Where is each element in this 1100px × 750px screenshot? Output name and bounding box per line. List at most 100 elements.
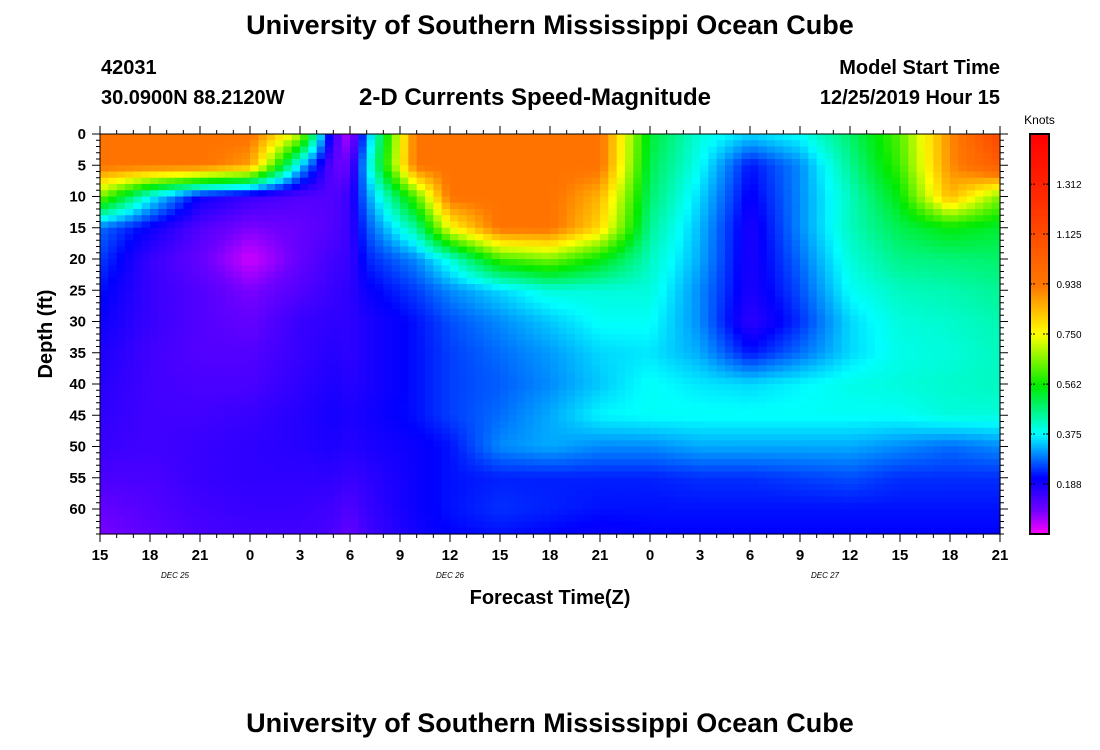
heatmap-cell [708, 234, 717, 241]
heatmap-cell [150, 328, 159, 335]
heatmap-cell [225, 334, 234, 341]
heatmap-cell [792, 172, 801, 179]
heatmap-cell [892, 240, 901, 247]
heatmap-cell [167, 134, 176, 141]
heatmap-cell [625, 297, 634, 304]
heatmap-cell [142, 397, 151, 404]
heatmap-cell [950, 415, 959, 422]
heatmap-cell [250, 272, 259, 279]
heatmap-cell [833, 365, 842, 372]
heatmap-cell [117, 409, 126, 416]
heatmap-cell [708, 134, 717, 141]
heatmap-cell [583, 134, 592, 141]
heatmap-cell [558, 222, 567, 229]
heatmap-cell [267, 384, 276, 391]
heatmap-cell [733, 340, 742, 347]
heatmap-cell [575, 147, 584, 154]
heatmap-cell [367, 272, 376, 279]
heatmap-cell [717, 278, 726, 285]
heatmap-cell [433, 165, 442, 172]
heatmap-cell [442, 372, 451, 379]
heatmap-cell [942, 397, 951, 404]
heatmap-cell [450, 284, 459, 291]
heatmap-cell [175, 322, 184, 329]
heatmap-cell [833, 272, 842, 279]
heatmap-cell [617, 203, 626, 210]
heatmap-cell [517, 409, 526, 416]
heatmap-cell [408, 297, 417, 304]
heatmap-cell [342, 378, 351, 385]
heatmap-cell [100, 340, 109, 347]
heatmap-cell [767, 353, 776, 360]
heatmap-cell [575, 278, 584, 285]
heatmap-cell [708, 197, 717, 204]
heatmap-cell [558, 278, 567, 285]
heatmap-cell [458, 372, 467, 379]
heatmap-cell [492, 415, 501, 422]
heatmap-cell [750, 378, 759, 385]
heatmap-cell [825, 372, 834, 379]
heatmap-cell [233, 297, 242, 304]
heatmap-cell [533, 322, 542, 329]
heatmap-cell [550, 259, 559, 266]
heatmap-cell [208, 409, 217, 416]
heatmap-cell [233, 215, 242, 222]
heatmap-cell [100, 322, 109, 329]
heatmap-cell [358, 272, 367, 279]
heatmap-cell [300, 172, 309, 179]
heatmap-cell [650, 140, 659, 147]
heatmap-cell [467, 409, 476, 416]
heatmap-cell [233, 240, 242, 247]
heatmap-cell [700, 409, 709, 416]
heatmap-cell [325, 397, 334, 404]
heatmap-cell [392, 290, 401, 297]
heatmap-cell [892, 259, 901, 266]
heatmap-cell [417, 378, 426, 385]
heatmap-cell [942, 209, 951, 216]
heatmap-cell [325, 147, 334, 154]
heatmap-cell [592, 378, 601, 385]
heatmap-cell [292, 215, 301, 222]
heatmap-cell [808, 172, 817, 179]
heatmap-cell [825, 297, 834, 304]
heatmap-cell [733, 309, 742, 316]
heatmap-cell [192, 222, 201, 229]
heatmap-cell [917, 303, 926, 310]
heatmap-cell [742, 397, 751, 404]
heatmap-cell [742, 415, 751, 422]
heatmap-cell [775, 309, 784, 316]
heatmap-cell [208, 265, 217, 272]
heatmap-cell [467, 334, 476, 341]
heatmap-cell [842, 234, 851, 241]
heatmap-cell [450, 340, 459, 347]
heatmap-cell [700, 197, 709, 204]
heatmap-cell [725, 209, 734, 216]
heatmap-cell [475, 415, 484, 422]
heatmap-cell [967, 147, 976, 154]
heatmap-cell [783, 134, 792, 141]
heatmap-cell [217, 165, 226, 172]
heatmap-cell [842, 328, 851, 335]
heatmap-cell [642, 190, 651, 197]
heatmap-cell [275, 353, 284, 360]
heatmap-cell [992, 328, 1001, 335]
heatmap-cell [925, 284, 934, 291]
heatmap-cell [283, 147, 292, 154]
heatmap-cell [758, 315, 767, 322]
heatmap-cell [825, 365, 834, 372]
heatmap-cell [383, 347, 392, 354]
heatmap-cell [467, 165, 476, 172]
heatmap-cell [683, 359, 692, 366]
heatmap-cell [983, 259, 992, 266]
heatmap-cell [758, 303, 767, 310]
heatmap-cell [383, 265, 392, 272]
heatmap-cell [692, 415, 701, 422]
heatmap-cell [883, 153, 892, 160]
heatmap-cell [967, 178, 976, 185]
heatmap-cell [658, 215, 667, 222]
heatmap-cell [542, 315, 551, 322]
heatmap-cell [100, 222, 109, 229]
heatmap-cell [342, 234, 351, 241]
heatmap-cell [392, 184, 401, 191]
heatmap-cell [825, 347, 834, 354]
